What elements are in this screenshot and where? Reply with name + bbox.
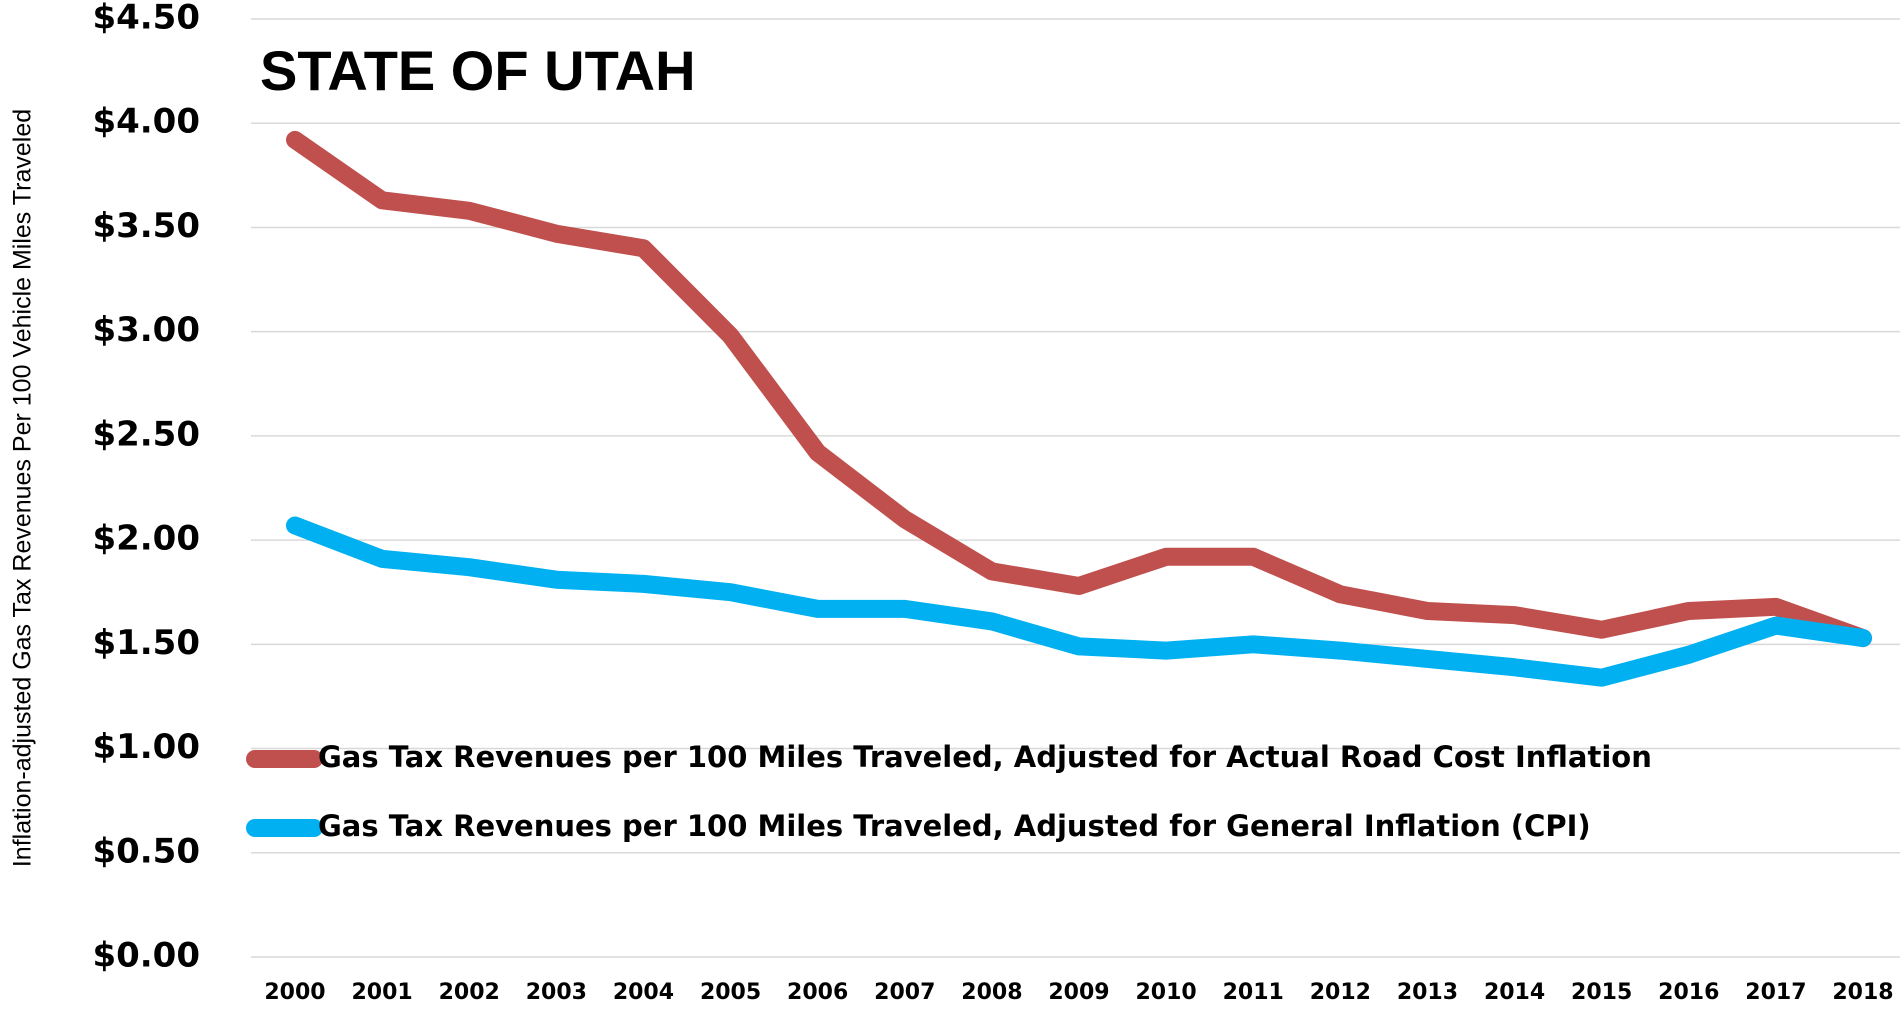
x-tick-label: 2000: [264, 980, 325, 1005]
y-tick-label: $0.50: [92, 831, 200, 871]
x-tick-label: 2011: [1223, 980, 1284, 1005]
x-tick-label: 2013: [1397, 980, 1458, 1005]
y-tick-label: $4.50: [92, 0, 200, 38]
x-tick-label: 2008: [961, 980, 1022, 1005]
x-tick-label: 2009: [1048, 980, 1109, 1005]
x-tick-label: 2003: [526, 980, 587, 1005]
x-tick-label: 2018: [1832, 980, 1893, 1005]
y-tick-label: $1.50: [92, 623, 200, 663]
legend-label: Gas Tax Revenues per 100 Miles Traveled,…: [318, 740, 1652, 774]
y-tick-label: $3.50: [92, 206, 200, 246]
x-tick-label: 2017: [1745, 980, 1806, 1005]
x-tick-label: 2007: [874, 980, 935, 1005]
y-tick-label: $3.00: [92, 310, 200, 350]
y-tick-label: $0.00: [92, 936, 200, 976]
y-tick-label: $2.50: [92, 414, 200, 454]
series-line: [286, 130, 1872, 648]
x-tick-label: 2015: [1571, 980, 1632, 1005]
x-tick-label: 2002: [439, 980, 500, 1005]
x-tick-label: 2004: [613, 980, 674, 1005]
x-tick-label: 2006: [787, 980, 848, 1005]
chart-title: STATE OF UTAH: [260, 39, 696, 102]
y-tick-label: $1.00: [92, 727, 200, 767]
x-tick-label: 2010: [1135, 980, 1196, 1005]
x-tick-label: 2016: [1658, 980, 1719, 1005]
x-tick-label: 2005: [700, 980, 761, 1005]
y-axis-label: Inflation-adjusted Gas Tax Revenues Per …: [9, 109, 37, 867]
x-tick-label: 2012: [1310, 980, 1371, 1005]
legend-label: Gas Tax Revenues per 100 Miles Traveled,…: [318, 809, 1591, 843]
x-tick-label: 2014: [1484, 980, 1545, 1005]
y-tick-label: $2.00: [92, 519, 200, 559]
series-line: [286, 516, 1872, 687]
x-tick-label: 2001: [351, 980, 412, 1005]
y-tick-label: $4.00: [92, 102, 200, 142]
